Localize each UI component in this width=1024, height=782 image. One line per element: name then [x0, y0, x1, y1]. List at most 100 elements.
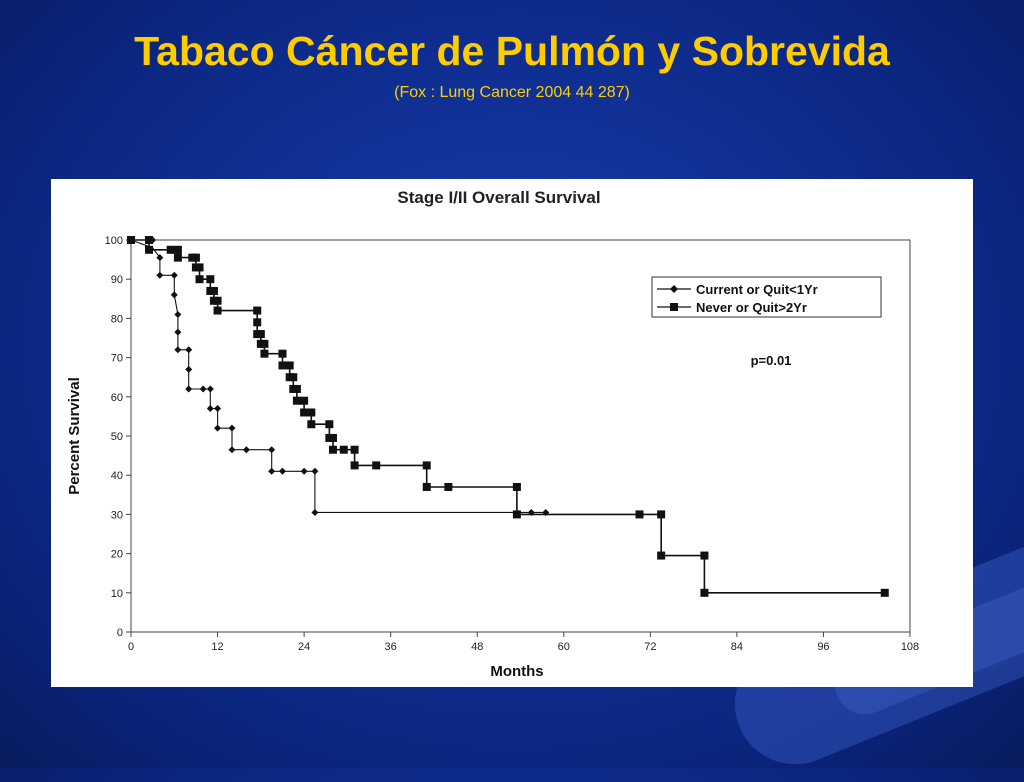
data-point-never: [195, 263, 204, 272]
x-tick-label: 84: [731, 641, 743, 653]
data-point-never: [292, 396, 301, 405]
x-tick-label: 48: [471, 641, 483, 653]
data-point-current: [311, 467, 319, 475]
data-point-never: [278, 349, 287, 358]
data-point-never: [285, 361, 294, 370]
data-point-never: [700, 551, 709, 560]
data-point-never: [307, 408, 316, 417]
data-point-never: [166, 245, 175, 254]
data-point-current: [214, 424, 222, 432]
data-point-never: [206, 275, 215, 284]
chart-title: Stage I/II Overall Survival: [397, 188, 600, 207]
legend-label-current: Current or Quit<1Yr: [696, 282, 818, 297]
data-point-never: [700, 588, 709, 597]
x-tick-label: 72: [644, 641, 656, 653]
data-point-current: [206, 405, 214, 413]
x-tick-label: 0: [128, 641, 134, 653]
data-point-never: [339, 445, 348, 454]
data-point-current: [228, 446, 236, 454]
data-point-never: [253, 318, 262, 327]
x-tick-label: 36: [385, 641, 397, 653]
data-point-current: [206, 385, 214, 393]
data-point-never: [127, 236, 135, 244]
legend-box: [651, 276, 882, 318]
data-point-never: [289, 373, 298, 382]
data-point-never: [145, 236, 154, 244]
series-layer: [127, 236, 889, 597]
data-point-never: [657, 510, 666, 519]
data-point-never: [328, 433, 337, 442]
data-point-never: [328, 445, 337, 454]
data-point-never: [213, 296, 222, 305]
data-point-current: [242, 446, 250, 454]
y-axis-label: Percent Survival: [66, 377, 83, 495]
y-tick-label: 20: [111, 549, 123, 561]
data-point-never: [372, 461, 381, 470]
data-point-current: [199, 385, 207, 393]
data-point-current: [311, 508, 319, 516]
series-line-current-or-quit: [130, 239, 546, 513]
data-point-never: [209, 286, 218, 295]
data-point-never: [350, 445, 359, 454]
data-point-never: [145, 245, 154, 254]
legend: Current or Quit<1Yr Never or Quit>2Yr: [651, 276, 882, 318]
x-axis-ticks: 0 12 24 36 48 60 72 84 96 108: [128, 632, 919, 653]
x-tick-label: 12: [211, 641, 223, 653]
x-tick-label: 108: [901, 641, 919, 653]
data-point-never: [256, 330, 265, 339]
y-tick-label: 10: [111, 588, 123, 600]
y-tick-label: 50: [111, 431, 123, 443]
y-tick-label: 100: [105, 235, 123, 247]
legend-marker-square: [670, 303, 678, 311]
data-point-never: [213, 306, 222, 315]
data-point-never: [292, 384, 301, 393]
data-point-current: [268, 467, 276, 475]
data-point-never: [657, 551, 666, 560]
data-point-current: [214, 405, 222, 413]
data-point-current: [170, 291, 178, 299]
legend-marker-diamond: [670, 285, 678, 293]
data-point-never: [444, 482, 453, 491]
data-point-never: [195, 275, 204, 284]
x-axis-label: Months: [490, 663, 543, 680]
data-point-never: [300, 408, 309, 417]
data-point-never: [173, 245, 182, 254]
y-tick-label: 70: [111, 353, 123, 365]
data-point-never: [350, 461, 359, 470]
data-point-current: [185, 365, 193, 373]
x-tick-label: 96: [817, 641, 829, 653]
data-point-current: [174, 346, 182, 354]
survival-chart: Stage I/II Overall Survival 0 10 20 30 40 50 6…: [66, 188, 919, 680]
y-tick-label: 90: [111, 274, 123, 286]
data-point-current: [156, 254, 164, 262]
data-point-current: [268, 446, 276, 454]
y-axis-ticks: 0 10 20 30 40 50 60 70 80 90 100: [105, 235, 131, 639]
slide-title: Tabaco Cáncer de Pulmón y Sobrevida: [134, 28, 890, 74]
y-tick-label: 30: [111, 509, 123, 521]
data-point-current: [156, 271, 164, 279]
data-point-never: [260, 339, 269, 348]
y-tick-label: 60: [111, 392, 123, 404]
data-point-never: [512, 482, 521, 491]
x-tick-label: 24: [298, 641, 310, 653]
y-tick-label: 0: [117, 627, 123, 639]
data-point-never: [422, 482, 431, 491]
data-point-current: [185, 346, 193, 354]
data-point-never: [278, 361, 287, 370]
x-tick-label: 60: [558, 641, 570, 653]
data-point-current: [174, 310, 182, 318]
data-point-never: [880, 588, 889, 597]
data-point-never: [300, 396, 309, 405]
data-point-current: [278, 467, 286, 475]
data-point-never: [422, 461, 431, 470]
data-point-never: [512, 510, 521, 519]
y-tick-label: 80: [111, 313, 123, 325]
data-point-never: [191, 253, 200, 262]
legend-label-never: Never or Quit>2Yr: [696, 300, 807, 315]
data-point-current: [185, 385, 193, 393]
data-point-never: [260, 349, 269, 358]
data-point-current: [170, 271, 178, 279]
data-point-current: [228, 424, 236, 432]
data-point-never: [325, 420, 334, 429]
data-point-never: [635, 510, 644, 519]
